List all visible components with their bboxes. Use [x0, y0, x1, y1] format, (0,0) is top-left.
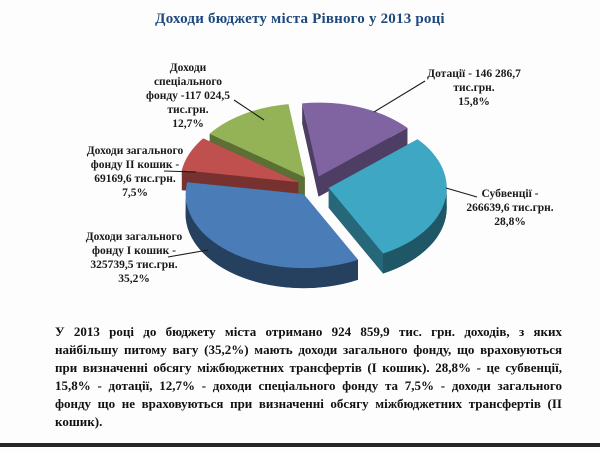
callout-line: 325739,5 тис.грн.: [90, 259, 178, 271]
callout-line: тис.грн.: [453, 82, 495, 94]
callout-line: фонду -117 024,5: [146, 90, 230, 102]
callout-line: Доходи загального: [86, 145, 184, 157]
summary-paragraph: У 2013 році до бюджету міста отримано 92…: [55, 324, 562, 429]
callout-line: фонду І кошик -: [91, 245, 176, 257]
callout-line: фонду ІІ кошик -: [90, 159, 180, 171]
callout-line: 7,5%: [122, 187, 148, 199]
callout-line: спеціального: [153, 76, 223, 88]
pie-slice-1-top: [328, 139, 447, 254]
pie-slice-1-rim: [383, 187, 447, 274]
callout-line: 266639,6 тис.грн.: [466, 202, 554, 214]
callout-line: Субвенції -: [481, 188, 539, 200]
callout-line: 28,8%: [494, 216, 526, 228]
pie-slice-2-top: [185, 182, 358, 269]
pie-slice-0-side-0: [302, 103, 319, 197]
callout-label-dotatsii: Дотації - 146 286,7 тис.грн. 15,8%: [395, 67, 553, 109]
leader-line-subventsii: [445, 187, 478, 198]
pie-slice-0-top: [302, 102, 408, 177]
pie-slice-3-top: [181, 138, 299, 183]
callout-label-spetsfond: Доходи спеціального фонду -117 024,5 тис…: [109, 61, 267, 131]
callout-line: Дотації - 146 286,7: [427, 68, 521, 80]
leader-line-dotatsii: [373, 80, 426, 113]
pie-slice-1-side-1: [328, 187, 384, 274]
callout-label-koshyk2: Доходи загального фонду ІІ кошик - 69169…: [56, 144, 214, 200]
leader-line-koshyk1: [167, 249, 209, 258]
callout-line: 12,7%: [172, 118, 204, 130]
callout-line: Доходи: [169, 62, 207, 74]
pie-slice-2-rim: [185, 194, 358, 289]
leader-lines-group: [163, 80, 478, 258]
chart-title: Доходи бюджету міста Рівного у 2013 році: [155, 11, 445, 27]
callout-line: 35,2%: [118, 273, 150, 285]
callout-label-subventsii: Субвенції - 266639,6 тис.грн. 28,8%: [431, 187, 589, 229]
pie-slice-0-side-1: [318, 127, 408, 197]
page-bottom-border: [0, 443, 600, 447]
callout-line: тис.грн.: [167, 104, 209, 116]
callout-label-koshyk1: Доходи загального фонду І кошик - 325739…: [55, 230, 213, 286]
pie-slices-group: [181, 102, 447, 289]
callout-line: Доходи загального: [85, 231, 183, 243]
pie-slice-4-top: [209, 104, 305, 178]
leader-line-spetsfond: [233, 99, 265, 121]
leader-line-koshyk2: [163, 170, 197, 173]
callout-line: 15,8%: [458, 96, 490, 108]
callout-line: 69169,6 тис.грн.: [94, 173, 176, 185]
